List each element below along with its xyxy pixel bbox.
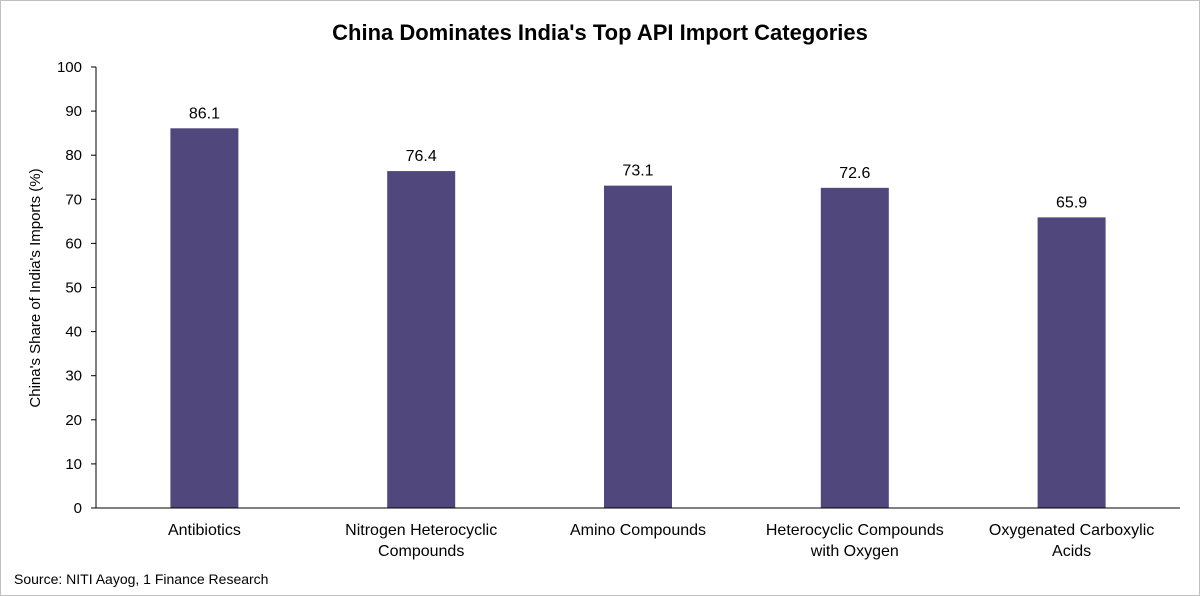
bar (387, 171, 456, 509)
bar (1037, 217, 1106, 509)
x-tick-label: with Oxygen (810, 543, 899, 560)
y-tick-label: 40 (65, 324, 82, 341)
y-tick-label: 50 (65, 280, 82, 297)
y-tick-label: 10 (65, 456, 82, 473)
x-tick-label: Antibiotics (168, 522, 241, 539)
chart-title: China Dominates India's Top API Import C… (332, 20, 868, 45)
bars (170, 128, 1106, 509)
x-tick-label: Compounds (378, 543, 464, 560)
data-label: 65.9 (1056, 194, 1087, 211)
data-label: 73.1 (622, 163, 653, 180)
bar (820, 187, 889, 509)
y-axis-label: China's Share of India's Imports (%) (27, 168, 44, 407)
y-tick-label: 90 (65, 103, 82, 120)
x-tick-label: Heterocyclic Compounds (766, 522, 944, 539)
x-tick-label: Acids (1052, 543, 1091, 560)
x-tick-label: Oxygenated Carboxylic (989, 522, 1154, 539)
y-tick-label: 100 (57, 59, 82, 76)
y-tick-label: 70 (65, 191, 82, 208)
y-axis-ticks: 0 10 20 30 40 50 60 70 80 90 100 (57, 59, 96, 517)
x-tick-label: Amino Compounds (570, 522, 706, 539)
y-tick-label: 20 (65, 412, 82, 429)
data-label: 76.4 (406, 148, 437, 165)
y-tick-label: 30 (65, 368, 82, 385)
y-tick-label: 80 (65, 147, 82, 164)
source-note: Source: NITI Aayog, 1 Finance Research (14, 571, 269, 587)
data-labels: 86.1 76.4 73.1 72.6 65.9 (189, 105, 1087, 211)
data-label: 72.6 (839, 165, 870, 182)
y-tick-label: 60 (65, 235, 82, 252)
y-tick-label: 0 (74, 500, 82, 517)
bar (604, 185, 672, 508)
bar (170, 128, 239, 508)
x-tick-label: Nitrogen Heterocyclic (345, 522, 497, 539)
x-axis-labels: Antibiotics Nitrogen Heterocyclic Compound… (168, 522, 1154, 560)
data-label: 86.1 (189, 105, 220, 122)
